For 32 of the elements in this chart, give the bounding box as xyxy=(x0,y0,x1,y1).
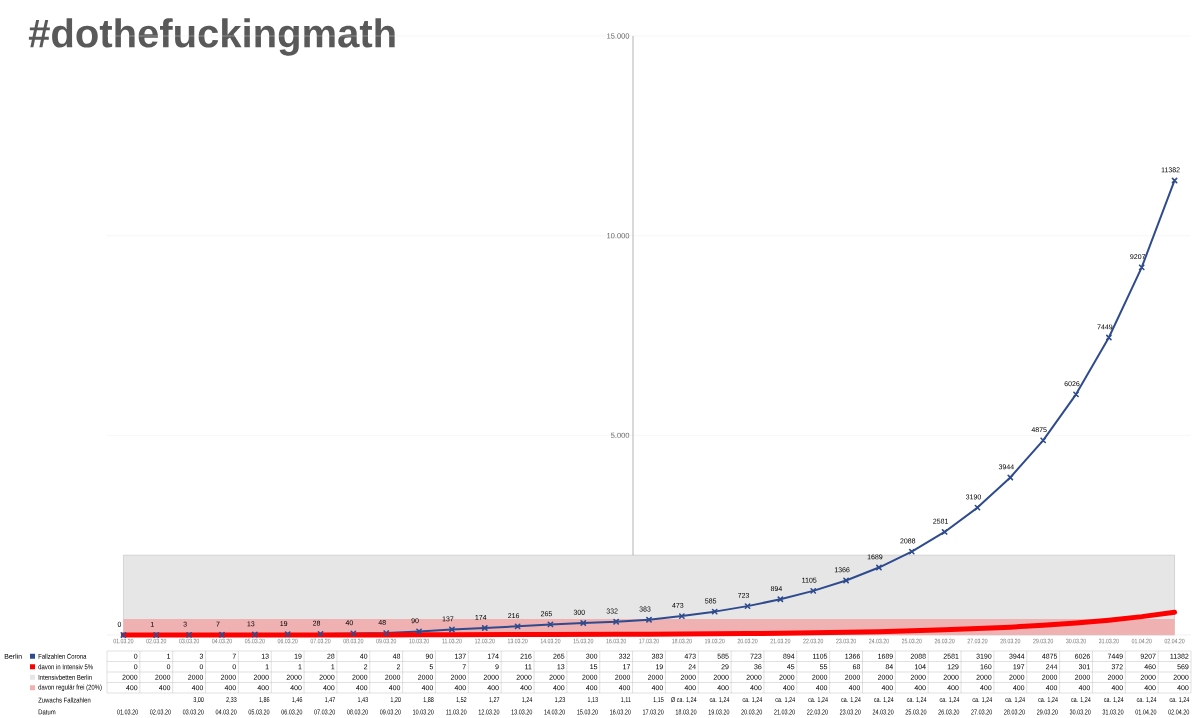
point xyxy=(481,625,488,631)
point xyxy=(1007,474,1014,481)
point xyxy=(186,631,193,638)
point xyxy=(317,630,324,637)
point xyxy=(448,626,455,633)
point xyxy=(777,596,784,603)
point xyxy=(646,616,652,623)
point xyxy=(1040,437,1047,444)
point xyxy=(383,630,390,636)
point xyxy=(1105,334,1112,341)
point xyxy=(514,623,521,630)
point xyxy=(941,529,948,535)
point xyxy=(580,620,587,626)
point xyxy=(219,631,225,638)
point xyxy=(416,628,422,635)
point xyxy=(153,632,160,638)
point xyxy=(908,548,915,555)
point xyxy=(1073,391,1079,398)
point xyxy=(678,613,685,620)
point xyxy=(1138,264,1145,271)
point xyxy=(613,618,620,625)
point xyxy=(251,631,258,638)
point xyxy=(876,564,882,571)
point xyxy=(711,608,718,615)
point xyxy=(284,631,291,638)
point xyxy=(547,621,554,628)
point xyxy=(974,504,981,511)
point xyxy=(843,577,849,584)
chart-title: #dothefuckingmath xyxy=(28,18,395,56)
point xyxy=(744,603,751,610)
point xyxy=(350,630,357,637)
point xyxy=(810,587,817,594)
